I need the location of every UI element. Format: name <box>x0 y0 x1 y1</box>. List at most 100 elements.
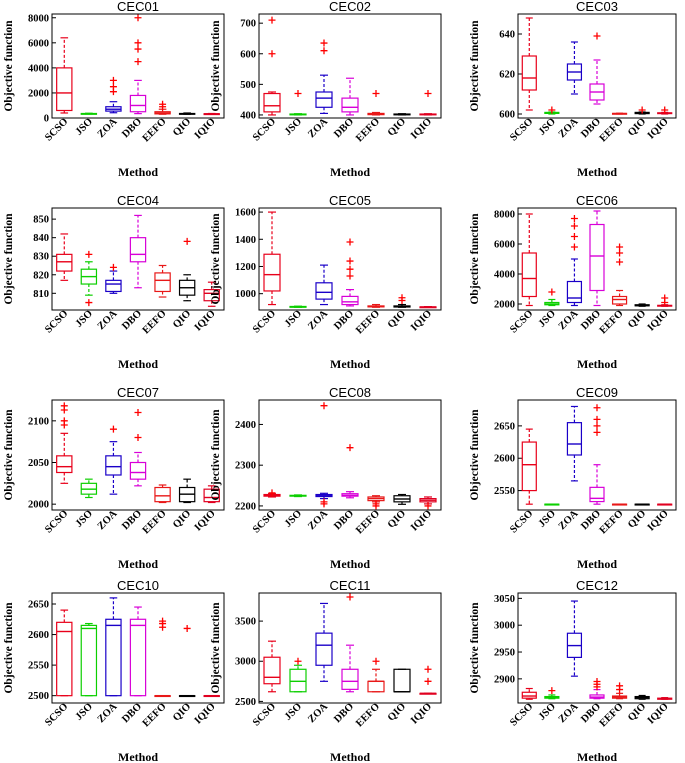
axes-frame <box>51 13 225 119</box>
box-zoa <box>315 264 333 306</box>
box-eefo <box>154 484 171 504</box>
x-tick-label: JSO <box>283 308 304 329</box>
outlier-marker <box>183 237 191 245</box>
panel-title: CEC03 <box>576 0 618 14</box>
outlier-marker <box>320 39 328 47</box>
iqr-box <box>129 618 147 697</box>
y-axis-label: Objective function <box>3 20 15 112</box>
iqr-box <box>589 486 605 503</box>
outlier-marker <box>661 106 669 114</box>
y-tick-label: 3500 <box>235 617 256 628</box>
axes-frame <box>51 207 225 311</box>
panel-cec06: CEC06 Objective function 2000 4000 6000 8000 S… <box>469 193 677 371</box>
iqr-box <box>315 282 333 300</box>
box-jso <box>544 503 560 506</box>
x-tick-label: JSO <box>537 701 558 722</box>
y-tick-label: 2550 <box>28 661 49 672</box>
x-tick-label: EEFO <box>598 116 626 144</box>
x-tick-label: IQIO <box>193 116 218 141</box>
x-axis-label: Method <box>577 357 617 371</box>
axes-frame <box>258 399 442 511</box>
box-iqio <box>203 112 220 116</box>
box-iqio <box>657 503 673 506</box>
box-jso <box>80 622 98 697</box>
outlier-marker <box>372 500 380 508</box>
axes-frame <box>258 592 442 704</box>
box-jso <box>544 687 560 700</box>
outlier-marker <box>320 402 328 410</box>
x-axis-label: Method <box>577 165 617 179</box>
axes-frame <box>51 592 225 704</box>
outlier-marker <box>372 657 380 665</box>
y-tick-label: 1600 <box>235 208 256 219</box>
outlier-marker <box>109 263 117 271</box>
x-tick-label: EEFO <box>354 308 382 336</box>
x-tick-label: ZOA <box>306 308 330 332</box>
x-tick-label: EEFO <box>598 701 626 729</box>
outlier-marker <box>570 215 578 222</box>
iqr-box <box>105 455 122 476</box>
outlier-marker <box>60 417 68 425</box>
x-tick-label: SCSO <box>43 701 70 728</box>
outlier-marker <box>424 90 432 98</box>
box-scso <box>521 213 537 307</box>
panel-title: CEC06 <box>576 193 618 208</box>
x-tick-label: EEFO <box>141 308 169 336</box>
outlier-marker <box>424 665 432 673</box>
panel-title: CEC01 <box>117 0 159 14</box>
outlier-marker <box>320 498 328 506</box>
box-eefo <box>367 90 385 116</box>
box-eefo <box>154 100 171 115</box>
axes-frame <box>258 207 442 311</box>
outlier-marker <box>570 243 578 251</box>
box-qio <box>393 668 411 693</box>
box-zoa <box>105 597 122 697</box>
box-qio <box>393 113 411 116</box>
panel-title: CEC12 <box>576 578 618 593</box>
y-tick-label: 2000 <box>28 500 49 511</box>
box-zoa <box>566 405 583 482</box>
outlier-marker <box>60 402 68 410</box>
iqr-box <box>56 455 73 474</box>
x-tick-label: EEFO <box>354 116 382 144</box>
y-tick-label: 2100 <box>28 416 49 427</box>
x-tick-label: ZOA <box>96 116 120 140</box>
y-axis-label: Objective function <box>469 213 481 305</box>
iqr-box <box>129 461 147 480</box>
y-tick-label: 0 <box>44 114 49 125</box>
box-eefo <box>154 264 171 298</box>
panel-title: CEC07 <box>117 385 159 400</box>
y-axis-label: Objective function <box>3 602 15 694</box>
box-scso <box>56 402 73 484</box>
box-qio <box>178 624 196 698</box>
y-tick-label: 2500 <box>235 697 256 708</box>
box-zoa <box>566 215 583 307</box>
y-tick-label: 2050 <box>28 458 49 469</box>
x-tick-label: QIO <box>171 116 193 138</box>
x-tick-label: IQIO <box>409 116 434 141</box>
y-tick-label: 500 <box>240 80 256 91</box>
x-tick-label: ZOA <box>96 508 120 532</box>
outlier-marker <box>638 106 646 114</box>
y-tick-label: 400 <box>240 110 256 121</box>
panel-cec09: CEC09 Objective function 2550 2600 2650 SCSO J… <box>469 385 677 571</box>
outlier-marker <box>134 14 142 22</box>
axes-frame <box>517 13 677 119</box>
y-tick-label: 3050 <box>494 594 515 605</box>
x-axis-label: Method <box>330 165 370 179</box>
outlier-marker <box>134 58 142 66</box>
x-axis-label: Method <box>118 357 158 371</box>
outlier-marker <box>593 415 601 423</box>
box-scso <box>521 687 537 700</box>
y-tick-label: 2000 <box>494 300 515 311</box>
outlier-marker <box>268 50 276 58</box>
x-tick-label: IQIO <box>646 308 671 333</box>
outlier-marker <box>346 238 354 246</box>
box-iqio <box>419 496 437 510</box>
box-qio <box>634 106 650 115</box>
box-dbo <box>341 77 359 116</box>
box-qio <box>393 294 411 308</box>
x-tick-label: QIO <box>626 508 648 530</box>
box-zoa <box>105 76 122 114</box>
